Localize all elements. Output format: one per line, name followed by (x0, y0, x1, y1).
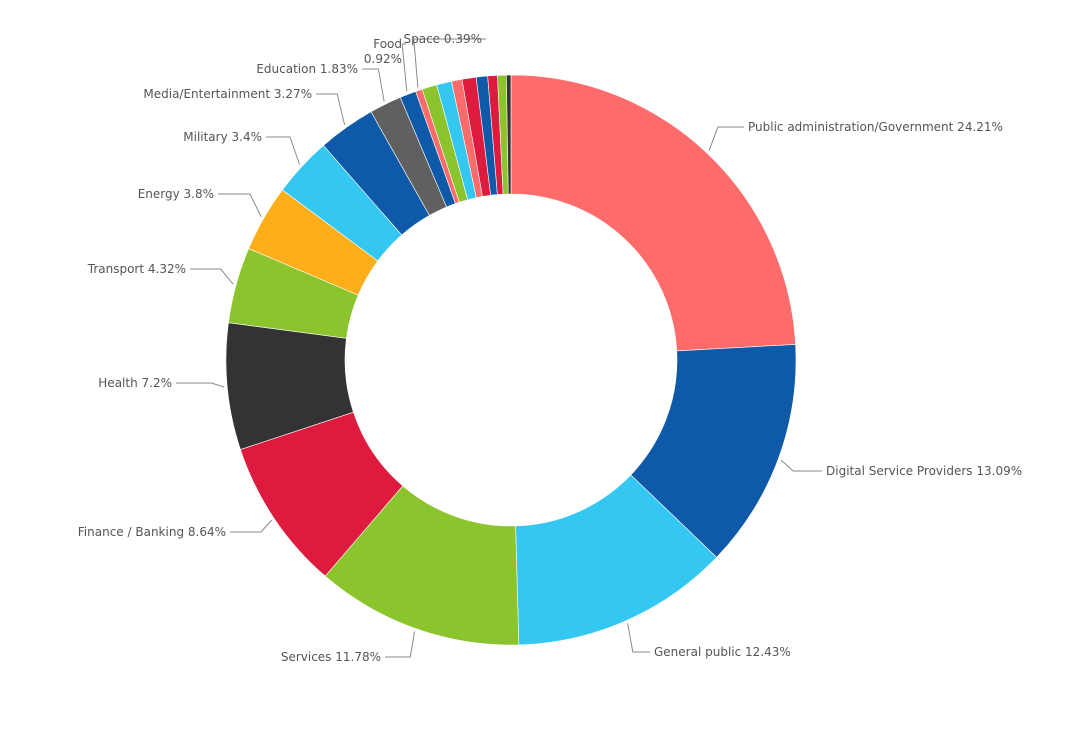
leader-line-general-public (627, 623, 650, 653)
leader-line-public-administration-government (708, 126, 744, 152)
leader-line-education (362, 68, 385, 102)
leader-line-digital-service-providers (780, 459, 822, 472)
leader-line-military (266, 136, 300, 165)
slice-public-administration-government[interactable] (510, 74, 796, 352)
leader-line-finance-banking (230, 519, 273, 533)
slices-group (225, 74, 797, 646)
data-label-services: Services 11.78% (281, 650, 381, 664)
labels-group: Public administration/Government 24.21% D… (78, 32, 1022, 664)
data-label-energy: Energy 3.8% (138, 187, 214, 201)
data-label-finance-banking: Finance / Banking 8.64% (78, 525, 226, 539)
leader-line-energy (218, 193, 262, 217)
data-label-food: Food 0.92% (364, 37, 402, 66)
data-label-public-administration-government: Public administration/Government 24.21% (748, 120, 1003, 134)
data-label-transport: Transport 4.32% (87, 262, 186, 276)
leader-line-space (413, 38, 486, 88)
data-label-education: Education 1.83% (256, 62, 358, 76)
data-label-health: Health 7.2% (98, 376, 172, 390)
data-label-general-public: General public 12.43% (654, 645, 791, 659)
leader-line-food (401, 43, 408, 92)
data-label-media-entertainment: Media/Entertainment 3.27% (143, 87, 312, 101)
data-label-digital-service-providers: Digital Service Providers 13.09% (826, 464, 1022, 478)
slice-other-8[interactable] (506, 74, 512, 195)
leader-line-health (176, 382, 225, 388)
data-label-military: Military 3.4% (183, 130, 262, 144)
leader-line-media-entertainment (316, 93, 346, 126)
leader-line-transport (190, 268, 234, 285)
leader-line-services (385, 631, 416, 658)
data-label-space: Space 0.39% (403, 32, 482, 46)
